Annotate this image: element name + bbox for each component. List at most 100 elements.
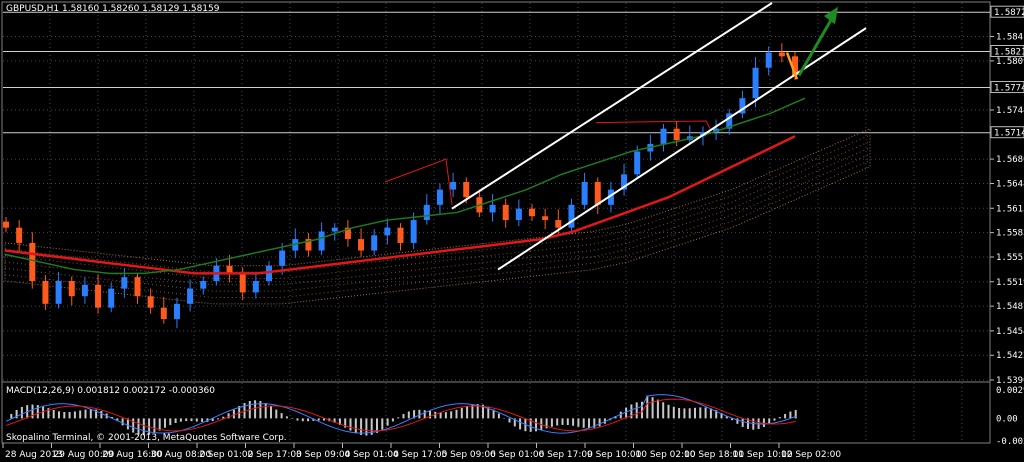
price-level-label: 1.57740: [994, 84, 1024, 94]
candle-body: [450, 181, 457, 190]
price-tick-label: 1.58090: [996, 57, 1024, 67]
candle-body: [3, 221, 9, 228]
macd-main-line: [5, 394, 796, 434]
candle-body: [621, 174, 628, 190]
cloud-fill-line: [4, 147, 871, 286]
price-tick-label: 1.55835: [996, 229, 1024, 239]
candle-body: [147, 296, 154, 308]
candle-body: [752, 67, 759, 99]
orange-arrow: [785, 52, 799, 80]
candle-body: [200, 280, 207, 289]
candle-body: [160, 307, 167, 320]
candle-body: [410, 220, 417, 243]
price-tick-label: 1.57445: [996, 106, 1024, 116]
candle-body: [765, 52, 772, 68]
candle-body: [502, 204, 509, 221]
grid: [3, 3, 990, 443]
price-tick-label: 1.55515: [996, 253, 1024, 263]
candle-body: [344, 227, 351, 240]
candle-body: [187, 288, 194, 304]
candle-body: [792, 56, 798, 76]
price-tick-label: 1.54545: [996, 327, 1024, 337]
time-tick-label: 4 Sep 01:00: [345, 450, 400, 460]
price-candles: [3, 43, 798, 329]
candle-body: [331, 227, 338, 232]
candle-body: [266, 265, 272, 281]
candle-body: [42, 280, 49, 304]
candle-body: [305, 239, 312, 251]
price-tick-label: 1.56800: [996, 155, 1024, 165]
time-tick-label: 11 Sep 10:00: [733, 450, 793, 460]
candle-body: [594, 181, 601, 205]
time-tick-label: 10 Sep 18:00: [684, 450, 744, 460]
time-tick-label: 2 Sep 17:00: [248, 450, 303, 460]
candle-body: [16, 227, 23, 243]
candle-body: [318, 231, 325, 251]
price-tick-label: 1.58410: [996, 33, 1024, 43]
cloud-fill-line: [4, 153, 871, 292]
chart-frame: [1, 1, 991, 444]
price-level-label: 1.58729: [994, 8, 1024, 18]
price-level-tag: [990, 5, 1024, 18]
macd-tick-label: 0.002952: [996, 386, 1024, 396]
candle-body: [371, 235, 378, 251]
price-axis: 1.58410 1.58090 1.57445 1.56800 1.56480 1.561…: [990, 5, 1024, 386]
macd-header: MACD(12,26,9) 0.001812 0.002172 -0.00036…: [6, 386, 215, 396]
candle-body: [81, 284, 88, 297]
candle-body: [358, 239, 365, 251]
price-level-tag: [990, 126, 1024, 139]
time-tick-label: 2 Sep 01:00: [199, 450, 254, 460]
candle-body: [634, 151, 641, 175]
candle-body: [778, 52, 785, 57]
price-tick-label: 1.56480: [996, 180, 1024, 190]
symbol-header: GBPUSD,H1 1.58160 1.58260 1.58129 1.5815…: [6, 4, 220, 14]
time-tick-label: 10 Sep 02:00: [636, 450, 696, 460]
time-tick-label: 29 Aug 00:00: [54, 450, 115, 460]
moving-average-red: [4, 135, 796, 275]
candle-body: [607, 189, 614, 205]
candle-body: [279, 250, 286, 266]
green-arrow-shaft: [797, 17, 834, 77]
candle-body: [726, 113, 733, 129]
price-tick-label: 1.54870: [996, 302, 1024, 312]
candle-body: [134, 277, 141, 297]
channel-upper-line: [451, 2, 773, 210]
candle-body: [555, 220, 562, 228]
candle-body: [68, 280, 75, 297]
candle-body: [660, 128, 667, 144]
candle-body: [29, 242, 36, 281]
candle-body: [463, 181, 470, 198]
time-tick-label: 28 Aug 2013: [5, 450, 63, 460]
price-tick-label: 1.54225: [996, 351, 1024, 361]
candle-body: [673, 128, 680, 141]
copyright-text: Skopalino Terminal, © 2001-2013, MetaQuo…: [6, 433, 287, 443]
price-level-label: 1.57147: [994, 129, 1024, 139]
time-tick-label: 5 Sep 09:00: [442, 450, 497, 460]
macd-subwindow: 0.002952 0.00 -0.002087: [5, 386, 1024, 447]
price-tick-label: 1.53900: [996, 376, 1024, 386]
candle-body: [108, 288, 115, 308]
price-level-label: 1.58213: [994, 48, 1024, 58]
candle-body: [239, 273, 246, 293]
candle-body: [226, 265, 233, 274]
channel-lower-line: [497, 27, 867, 271]
time-tick-label: 6 Sep 01:00: [490, 450, 545, 460]
candle-body: [121, 277, 128, 289]
candle-body: [489, 204, 496, 213]
candle-body: [581, 181, 588, 205]
macd-tick-label: -0.002087: [996, 437, 1024, 447]
macd-tick-label: 0.00: [996, 414, 1018, 424]
moving-average-green: [4, 97, 806, 275]
candle-body: [173, 303, 180, 320]
time-tick-label: 4 Sep 17:00: [393, 450, 448, 460]
candle-body: [55, 280, 62, 304]
time-tick-label: 3 Sep 09:00: [296, 450, 351, 460]
time-tick-label: 12 Sep 02:00: [781, 450, 841, 460]
candle-body: [252, 280, 259, 293]
time-tick-label: 29 Aug 16:00: [102, 450, 163, 460]
candle-body: [397, 227, 404, 243]
time-tick-label: 9 Sep 10:00: [587, 450, 642, 460]
moving-averages: [4, 97, 806, 275]
